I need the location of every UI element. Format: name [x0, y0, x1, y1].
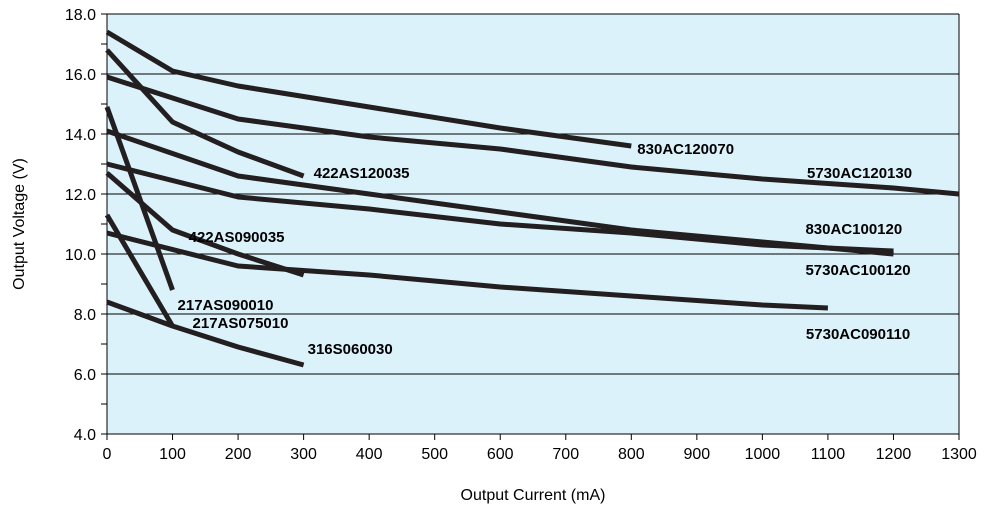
y-axis-title: Output Voltage (V): [11, 158, 28, 290]
y-tick-label: 4.0: [74, 427, 96, 444]
x-tick-label: 800: [618, 446, 645, 463]
x-tick-label: 500: [421, 446, 448, 463]
series-label-422AS090035: 422AS090035: [189, 229, 285, 246]
series-label-217AS090010: 217AS090010: [178, 297, 274, 314]
series-label-217AS075010: 217AS075010: [193, 315, 289, 332]
series-line-5730AC090110: [106, 230, 829, 311]
x-tick-label: 1200: [876, 446, 912, 463]
series-label-830AC120070: 830AC120070: [637, 141, 734, 158]
series-label-830AC100120: 830AC100120: [805, 221, 902, 238]
x-tick-label: 700: [552, 446, 579, 463]
tick-labels: 4.0 6.0 8.0 10.0 12.0 14.0 16.0 18.0 0 100 200 300 4…: [65, 7, 977, 463]
series-label-5730AC090110: 5730AC090110: [806, 326, 910, 343]
series-line-830AC120070: [105, 29, 632, 149]
series-line-217AS090010: [104, 106, 175, 291]
series-labels: 830AC120070 5730AC120130 422AS120035 830AC1…: [178, 141, 913, 358]
x-tick-label: 600: [487, 446, 514, 463]
series-line-5730AC100120: [106, 161, 894, 254]
y-tick-label: 18.0: [65, 7, 96, 24]
x-tick-label: 400: [356, 446, 383, 463]
y-tick-label: 16.0: [65, 67, 96, 84]
x-tick-label: 0: [103, 446, 112, 463]
x-tick-label: 100: [159, 446, 186, 463]
x-tick-label: 1300: [941, 446, 977, 463]
y-tick-label: 14.0: [65, 127, 96, 144]
series-line-217AS075010: [104, 213, 175, 328]
x-tick-label: 900: [683, 446, 710, 463]
series-line-5730AC120130: [106, 74, 960, 197]
series-line-830AC100120: [106, 128, 894, 257]
x-tick-label: 1000: [745, 446, 781, 463]
y-tick-label: 6.0: [74, 367, 96, 384]
axes: [101, 13, 960, 440]
series-label-316S060030: 316S060030: [308, 341, 393, 358]
x-tick-label: 300: [290, 446, 317, 463]
series-label-422AS120035: 422AS120035: [314, 165, 410, 182]
series-label-5730AC120130: 5730AC120130: [807, 165, 912, 182]
series-line-316S060030: [106, 299, 305, 368]
y-tick-label: 12.0: [65, 187, 96, 204]
series-label-5730AC100120: 5730AC100120: [805, 262, 910, 279]
x-tick-label: 200: [225, 446, 252, 463]
x-tick-label: 1100: [811, 446, 846, 463]
series-lines: [104, 29, 960, 368]
series-line-422AS120035: [105, 48, 305, 179]
y-tick-label: 10.0: [65, 247, 96, 264]
y-tick-label: 8.0: [74, 307, 96, 324]
x-axis-title: Output Current (mA): [461, 487, 606, 504]
